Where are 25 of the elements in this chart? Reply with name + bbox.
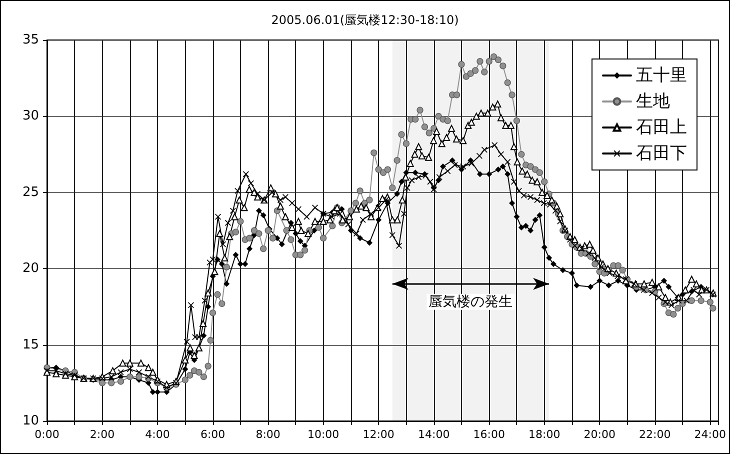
legend-label: 生地 bbox=[636, 92, 670, 112]
x-tick-label: 4:00 bbox=[145, 428, 170, 441]
x-tick-label: 20:00 bbox=[584, 428, 616, 441]
legend-label: 石田上 bbox=[636, 118, 687, 138]
x-tick-label: 0:00 bbox=[34, 428, 60, 441]
x-tick-label: 2:00 bbox=[90, 428, 115, 441]
x-tick-label: 14:00 bbox=[418, 428, 450, 441]
band-label: 蜃気楼の発生 bbox=[428, 294, 513, 310]
x-tick-label: 6:00 bbox=[200, 428, 226, 441]
y-tick-label: 15 bbox=[22, 337, 39, 352]
x-tick-label: 18:00 bbox=[528, 428, 560, 441]
chart-title: 2005.06.01(蜃気楼12:30-18:10) bbox=[271, 13, 459, 27]
y-tick-label: 30 bbox=[22, 108, 39, 124]
x-tick-label: 8:00 bbox=[256, 428, 280, 441]
y-tick-label: 25 bbox=[22, 184, 39, 200]
legend-label: 石田下 bbox=[636, 144, 687, 164]
x-tick-label: 22:00 bbox=[639, 428, 671, 441]
y-tick-label: 20 bbox=[22, 261, 39, 276]
y-tick-label: 10 bbox=[22, 414, 39, 428]
x-tick-label: 24:00 bbox=[694, 428, 726, 441]
x-tick-label: 10:00 bbox=[307, 428, 340, 441]
y-tick-label: 35 bbox=[22, 32, 39, 48]
legend-label: 五十里 bbox=[636, 66, 687, 86]
x-tick-label: 12:00 bbox=[362, 428, 394, 441]
x-tick-label: 16:00 bbox=[473, 428, 505, 441]
